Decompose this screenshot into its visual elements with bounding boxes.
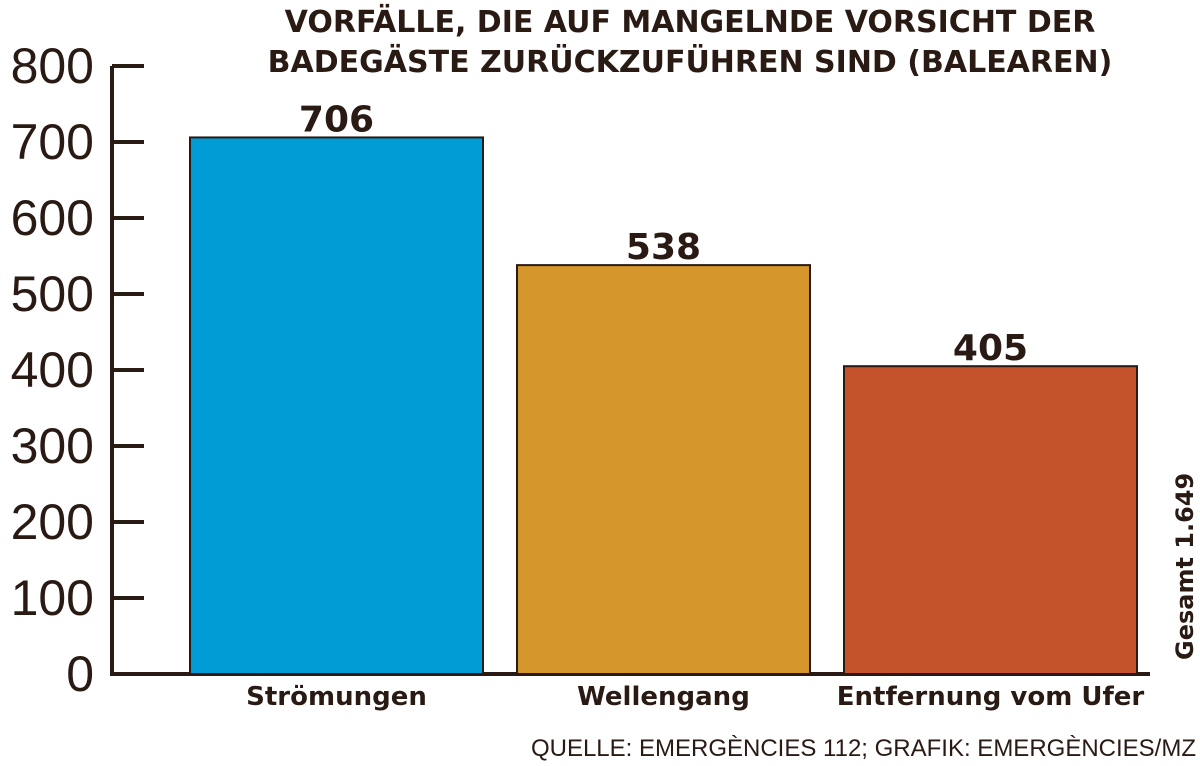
total-label: Gesamt 1.649 xyxy=(1171,473,1199,660)
bar xyxy=(189,136,484,675)
bar xyxy=(516,264,811,675)
y-tick-label: 100 xyxy=(11,570,94,626)
y-tick-label: 0 xyxy=(66,646,94,702)
y-axis: 0 100 200 300 400 500 600 700 800 xyxy=(11,38,1150,702)
y-tick-label: 200 xyxy=(11,494,94,550)
y-tick-label: 700 xyxy=(11,114,94,170)
chart-title-line-2: BADEGÄSTE ZURÜCKZUFÜHREN SIND (BALEAREN) xyxy=(268,43,1113,80)
bar xyxy=(843,365,1138,675)
bars: 706 Strömungen 538 Wellengang 405 Entfernung … xyxy=(189,99,1145,712)
y-tick-label: 500 xyxy=(11,266,94,322)
bar-value-label: 706 xyxy=(299,99,374,140)
bar-value-label: 538 xyxy=(626,227,701,268)
source-label: QUELLE: EMERGÈNCIES 112; GRAFIK: EMERGÈN… xyxy=(531,735,1196,762)
y-tick-label: 300 xyxy=(11,418,94,474)
x-category-label: Entfernung vom Ufer xyxy=(837,682,1145,712)
x-category-label: Wellengang xyxy=(577,682,750,712)
y-tick-label: 600 xyxy=(11,190,94,246)
chart-title-line-1: VORFÄLLE, DIE AUF MANGELNDE VORSICHT DER xyxy=(285,4,1096,40)
x-category-label: Strömungen xyxy=(246,682,427,712)
y-tick-label: 400 xyxy=(11,342,94,398)
y-tick-label: 800 xyxy=(11,38,94,94)
bar-value-label: 405 xyxy=(953,328,1028,369)
